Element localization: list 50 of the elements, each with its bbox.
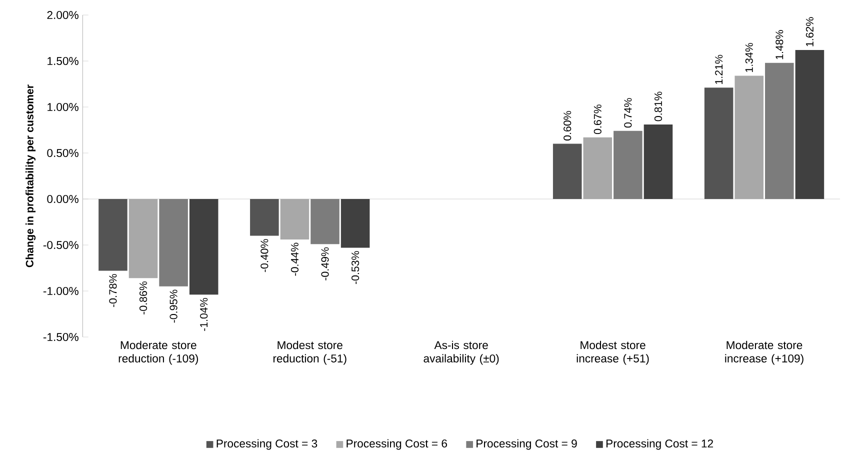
legend-label: Processing Cost = 6 [346,439,448,450]
y-tick-label: 1.50% [48,56,78,65]
bar [159,198,188,286]
y-tick-label: 0.00% [47,194,78,203]
bar [98,198,128,271]
data-label: 1.21% [715,54,723,84]
legend-label: Processing Cost = 9 [476,439,577,450]
legend-label: Processing Cost = 3 [216,439,318,450]
data-label: -0.40% [260,238,268,272]
bar [734,76,764,199]
data-label: -0.86% [139,281,148,314]
bar [310,198,340,244]
bar [644,124,673,199]
y-tick-label: -1.00% [43,286,78,295]
bar [552,144,582,199]
bar [250,198,279,236]
y-tick-label: 2.00% [47,10,78,19]
bar [128,198,158,278]
y-tick-label: 1.00% [48,102,78,111]
data-label: -0.49% [321,247,329,280]
data-label: -0.44% [290,242,298,276]
bar [765,62,794,199]
bar [280,198,310,240]
y-tick-label: -0.50% [43,240,78,249]
x-tick-label: As-is store availability (±0) [424,340,499,365]
y-tick-label: -1.50% [43,332,78,341]
bar [704,88,734,199]
y-axis-title: Change in profitability per customer [26,84,36,267]
data-label: -0.53% [352,250,360,284]
bar [583,137,612,199]
bar [795,50,824,199]
data-label: 0.67% [594,104,602,134]
data-label: 0.74% [624,98,632,128]
x-tick-label: Modest store reduction (-51) [273,340,346,365]
data-label: 1.34% [745,42,753,72]
data-label: 0.60% [564,110,572,140]
data-label: 1.62% [806,17,814,46]
data-label: -1.04% [200,298,208,331]
data-label: -0.95% [170,290,178,322]
bar [189,198,218,295]
data-label: 1.48% [776,30,784,59]
bar [340,198,370,248]
x-tick-label: Moderate store reduction (-109) [118,340,198,365]
x-tick-label: Modest store increase (+51) [576,340,649,365]
legend-label: Processing Cost = 12 [606,439,714,450]
bar [614,130,642,199]
x-tick-label: Moderate store increase (+109) [725,340,804,365]
y-tick-label: 0.50% [47,148,78,157]
data-label: -0.78% [109,274,117,307]
data-label: 0.81% [654,92,662,121]
